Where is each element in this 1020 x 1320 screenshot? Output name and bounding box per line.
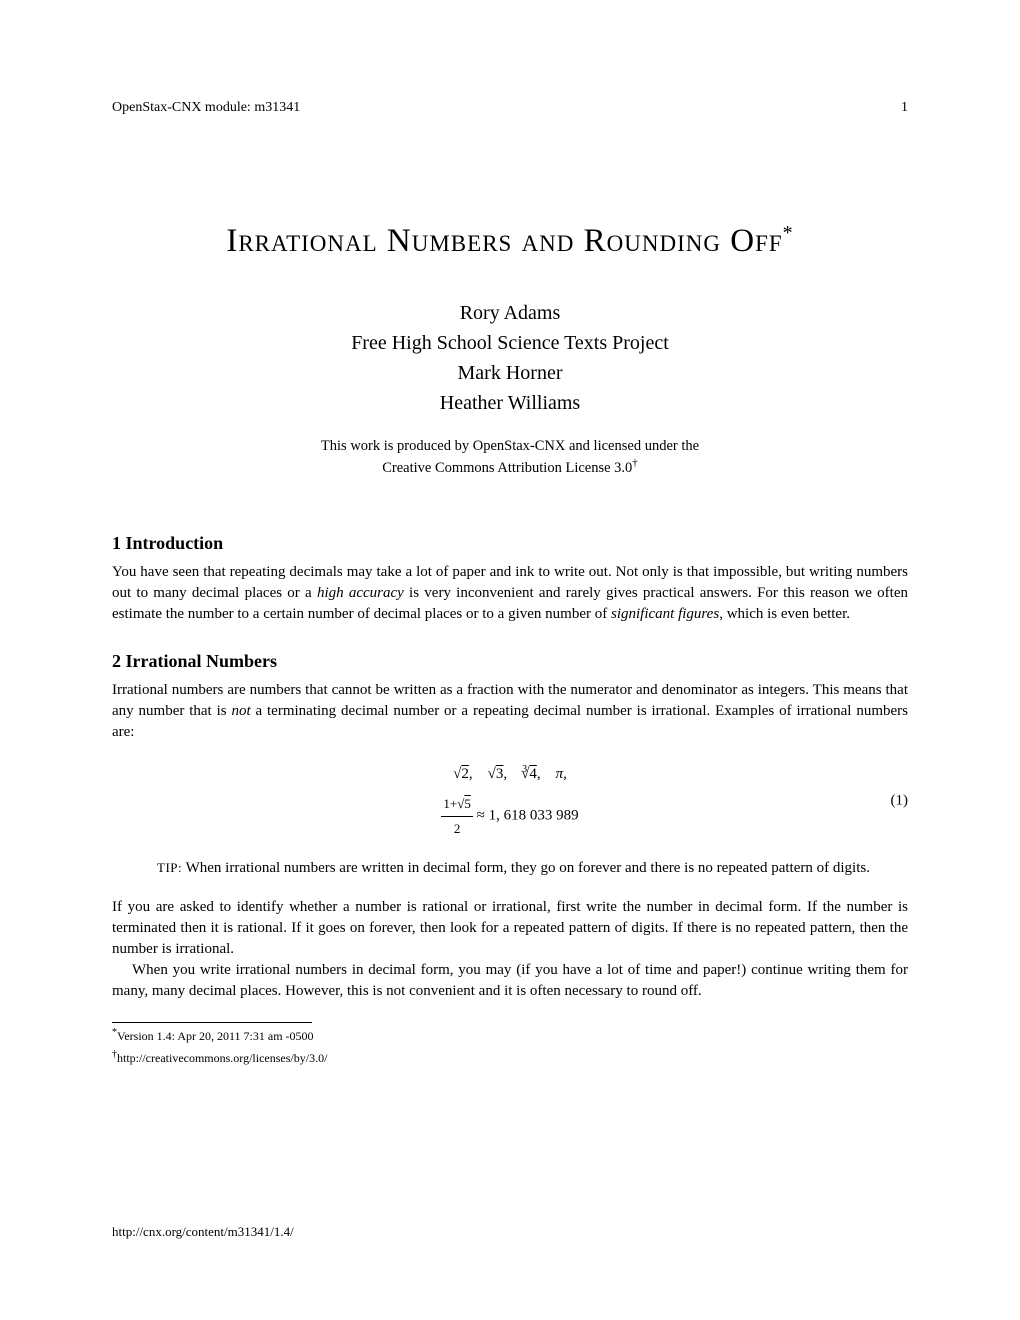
section-2-paragraph-3: When you write irrational numbers in dec… [112,960,908,1002]
text-italic: not [231,703,250,719]
header-page-number: 1 [901,100,908,116]
tip-text: When irrational numbers are written in d… [182,860,870,876]
fraction: 1+√5 2 [441,792,472,840]
tip-block: TIP: When irrational numbers are written… [157,858,908,879]
text-run: , which is even better. [719,606,850,622]
eq-item: √3, [488,766,519,782]
equation-number: (1) [891,792,909,809]
title-text: Irrational Numbers and Rounding Off [226,223,782,259]
section-1-heading: 1 Introduction [112,533,908,554]
section-2-paragraph-1: Irrational numbers are numbers that cann… [112,680,908,743]
title-asterisk: * [783,222,794,244]
footnote-rule [112,1022,312,1023]
equation-content: √2, √3, 3√4, π, 1+√5 2 ≈ 1, 618 033 989 [112,761,908,840]
license-dagger: † [632,457,638,469]
license-line2: Creative Commons Attribution License 3.0 [382,460,632,476]
header-module: OpenStax-CNX module: m31341 [112,100,300,116]
footer-url: http://cnx.org/content/m31341/1.4/ [112,1224,294,1240]
text-italic: high accuracy [317,585,404,601]
authors-block: Rory Adams Free High School Science Text… [112,298,908,418]
footnote-text: Version 1.4: Apr 20, 2011 7:31 am -0500 [117,1029,314,1043]
footnote-text: http://creativecommons.org/licenses/by/3… [117,1051,327,1065]
footnote-1: *Version 1.4: Apr 20, 2011 7:31 am -0500 [112,1026,908,1045]
fraction-numerator: 1+√5 [441,792,472,816]
text-italic: significant figures [611,606,719,622]
equation-block: √2, √3, 3√4, π, 1+√5 2 ≈ 1, 618 033 989 … [112,761,908,840]
document-title: Irrational Numbers and Rounding Off* [112,220,908,263]
author-name: Heather Williams [112,388,908,418]
section-2-heading: 2 Irrational Numbers [112,651,908,672]
tip-label: TIP: [157,860,182,875]
author-name: Free High School Science Texts Project [112,328,908,358]
fraction-denominator: 2 [441,817,472,840]
license-text: This work is produced by OpenStax-CNX an… [112,436,908,478]
eq-item: √2, [453,766,484,782]
author-name: Rory Adams [112,298,908,328]
eq-approx: ≈ 1, 618 033 989 [477,808,579,824]
section-1-paragraph: You have seen that repeating decimals ma… [112,562,908,625]
section-2-paragraph-2: If you are asked to identify whether a n… [112,897,908,960]
footnote-2: †http://creativecommons.org/licenses/by/… [112,1048,908,1067]
author-name: Mark Horner [112,358,908,388]
license-line1: This work is produced by OpenStax-CNX an… [321,438,699,454]
eq-item: 3√4, [522,766,552,782]
eq-item: π, [556,766,567,782]
